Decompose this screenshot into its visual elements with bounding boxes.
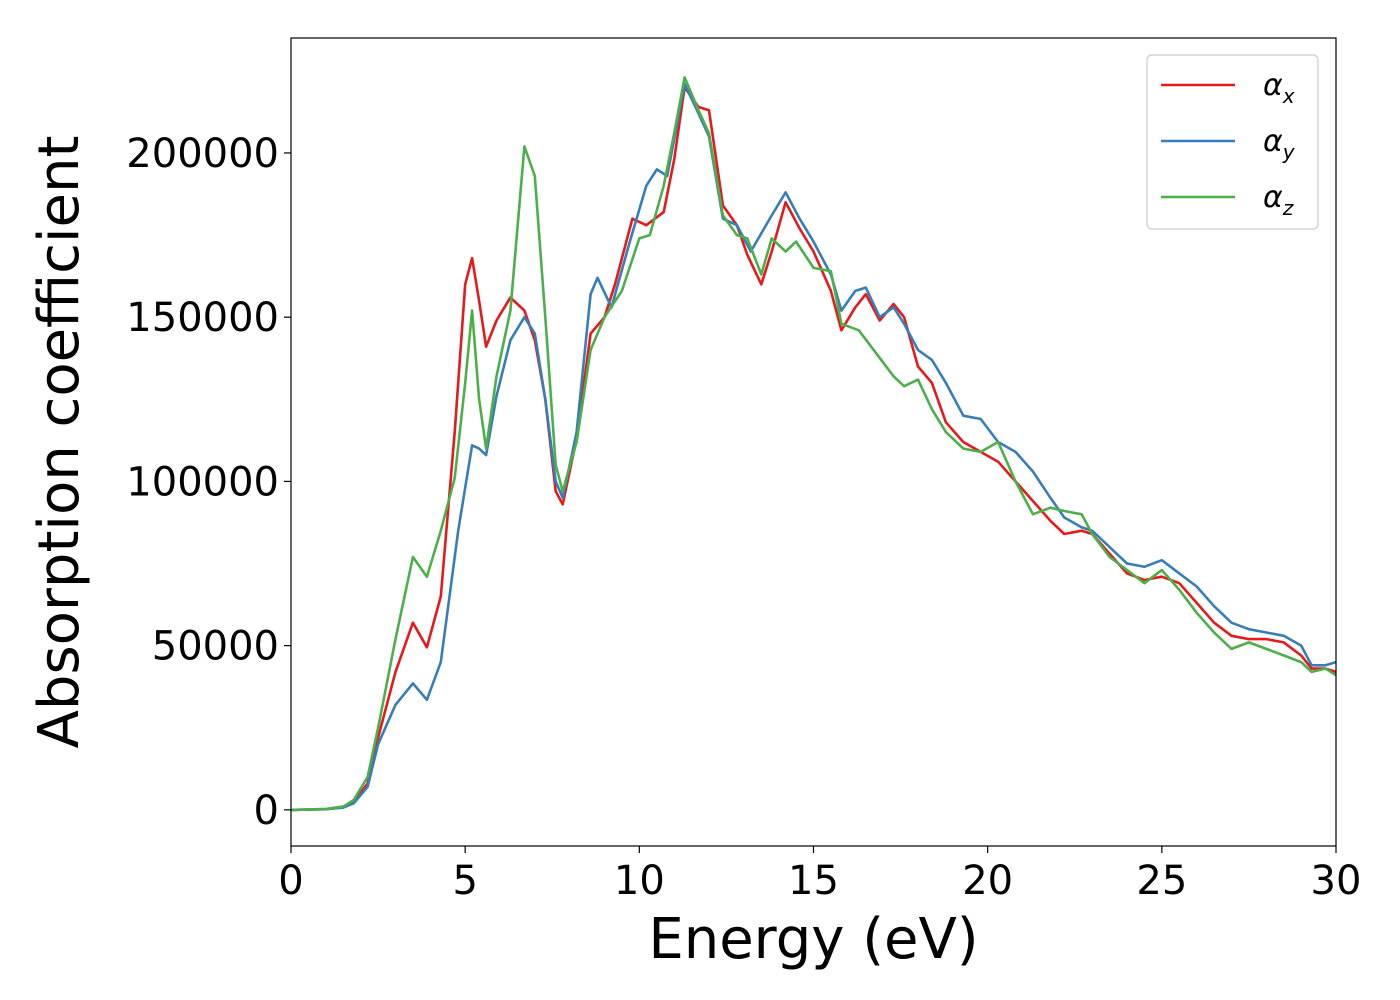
x-tick-label: 30: [1311, 858, 1362, 904]
legend-symbol: α: [1263, 180, 1283, 215]
x-tick-label: 5: [452, 858, 477, 904]
legend-symbol: α: [1263, 124, 1283, 159]
x-tick-label: 0: [278, 858, 303, 904]
y-tick-label: 0: [254, 788, 279, 834]
legend-subscript: z: [1282, 196, 1294, 220]
legend-label-z: αz: [1263, 180, 1294, 220]
x-tick-label: 25: [1136, 858, 1187, 904]
series-layer: [290, 76, 1337, 812]
y-axis-title: Absorption coefficient: [27, 136, 92, 749]
legend-symbol: α: [1263, 68, 1283, 103]
legend-subscript: x: [1282, 84, 1295, 108]
y-axis-ticks: 0 50000 100000 150000 200000: [126, 131, 291, 834]
y-tick-label: 50000: [152, 624, 279, 670]
x-tick-label: 10: [614, 858, 665, 904]
legend-label-y: αy: [1263, 124, 1296, 164]
x-axis-ticks: 0 5 10 15 20 25 30: [278, 846, 1361, 904]
x-tick-label: 20: [962, 858, 1013, 904]
series-line-y: [290, 82, 1337, 812]
x-tick-label: 15: [788, 858, 839, 904]
y-tick-label: 100000: [126, 459, 279, 505]
x-axis-title: Energy (eV): [648, 907, 978, 972]
legend-subscript: y: [1282, 140, 1296, 164]
y-tick-label: 200000: [126, 131, 279, 177]
y-tick-label: 150000: [126, 295, 279, 341]
series-line-z: [290, 76, 1337, 812]
legend-label-x: αx: [1263, 68, 1295, 108]
